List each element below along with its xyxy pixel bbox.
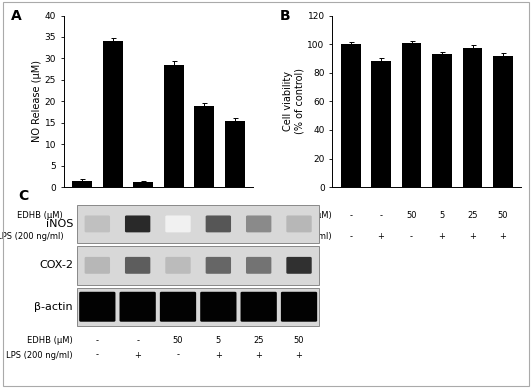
Bar bbox=[493, 55, 513, 187]
Text: 25: 25 bbox=[199, 211, 210, 220]
Text: +: + bbox=[201, 232, 207, 241]
Bar bbox=[371, 61, 391, 187]
Text: 50: 50 bbox=[173, 336, 183, 345]
Text: 25: 25 bbox=[253, 336, 264, 345]
Text: -: - bbox=[349, 211, 352, 220]
Text: EDHB (μM): EDHB (μM) bbox=[18, 211, 63, 220]
Bar bbox=[103, 41, 122, 187]
Bar bbox=[432, 54, 452, 187]
Bar bbox=[402, 43, 421, 187]
Bar bbox=[164, 65, 184, 187]
Text: +: + bbox=[109, 232, 116, 241]
Text: -: - bbox=[96, 336, 99, 345]
Text: LPS (200 ng/ml): LPS (200 ng/ml) bbox=[0, 232, 63, 241]
Text: +: + bbox=[215, 350, 222, 360]
Bar bbox=[463, 48, 483, 187]
Text: +: + bbox=[255, 350, 262, 360]
Bar bbox=[133, 182, 153, 187]
Text: +: + bbox=[378, 232, 385, 241]
Text: 50: 50 bbox=[229, 211, 240, 220]
Text: B: B bbox=[279, 9, 290, 23]
Bar bbox=[194, 106, 214, 187]
Text: +: + bbox=[469, 232, 476, 241]
Text: LPS (200 ng/ml): LPS (200 ng/ml) bbox=[265, 232, 331, 241]
Text: LPS (200 ng/ml): LPS (200 ng/ml) bbox=[6, 350, 73, 360]
Text: 50: 50 bbox=[294, 336, 304, 345]
Text: +: + bbox=[134, 350, 141, 360]
Text: -: - bbox=[81, 232, 84, 241]
Text: +: + bbox=[296, 350, 303, 360]
Text: β-actin: β-actin bbox=[34, 302, 73, 312]
Text: EDHB (μM): EDHB (μM) bbox=[286, 211, 331, 220]
Text: 50: 50 bbox=[406, 211, 417, 220]
Bar bbox=[225, 121, 245, 187]
Text: 5: 5 bbox=[439, 211, 445, 220]
Text: A: A bbox=[11, 9, 22, 23]
Text: 50: 50 bbox=[138, 211, 148, 220]
Text: -: - bbox=[136, 336, 139, 345]
Text: -: - bbox=[96, 350, 99, 360]
Text: 50: 50 bbox=[498, 211, 508, 220]
Text: -: - bbox=[349, 232, 352, 241]
Text: 25: 25 bbox=[467, 211, 478, 220]
Bar bbox=[340, 44, 361, 187]
Text: 5: 5 bbox=[215, 336, 221, 345]
Text: -: - bbox=[142, 232, 145, 241]
Y-axis label: Cell viability
(% of control): Cell viability (% of control) bbox=[283, 68, 305, 134]
Text: -: - bbox=[410, 232, 413, 241]
Text: EDHB (μM): EDHB (μM) bbox=[27, 336, 73, 345]
Text: C: C bbox=[19, 189, 29, 203]
Text: COX-2: COX-2 bbox=[39, 260, 73, 270]
Text: iNOS: iNOS bbox=[46, 219, 73, 229]
Text: +: + bbox=[170, 232, 177, 241]
Text: -: - bbox=[177, 350, 179, 360]
Text: -: - bbox=[111, 211, 114, 220]
Text: +: + bbox=[500, 232, 506, 241]
Text: +: + bbox=[231, 232, 238, 241]
Y-axis label: NO Release (μM): NO Release (μM) bbox=[32, 60, 42, 142]
Text: -: - bbox=[380, 211, 383, 220]
Text: 5: 5 bbox=[171, 211, 176, 220]
Text: -: - bbox=[81, 211, 84, 220]
Text: +: + bbox=[439, 232, 445, 241]
Bar bbox=[72, 181, 92, 187]
